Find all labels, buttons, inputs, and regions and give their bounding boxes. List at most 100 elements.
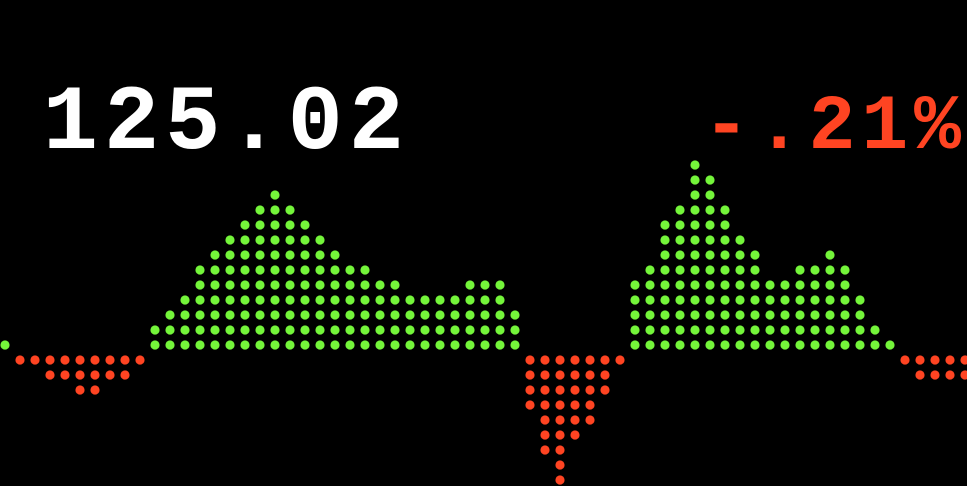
dot-column (105, 355, 115, 380)
dot-column (210, 250, 220, 350)
dot (210, 295, 220, 305)
dot-column (750, 250, 760, 350)
dot (840, 295, 850, 305)
dot (585, 355, 595, 365)
dot (690, 265, 700, 275)
dot (285, 205, 295, 215)
dot (225, 295, 235, 305)
dot (555, 460, 565, 470)
dot (690, 280, 700, 290)
dot (180, 295, 190, 305)
dot (330, 325, 340, 335)
dot (195, 310, 205, 320)
dot (375, 325, 385, 335)
dot (855, 310, 865, 320)
dot-column (435, 295, 445, 350)
dot (495, 340, 505, 350)
dot (465, 310, 475, 320)
dot (360, 340, 370, 350)
dot (255, 220, 265, 230)
dot (390, 310, 400, 320)
dot (735, 325, 745, 335)
dot (675, 310, 685, 320)
dot (480, 280, 490, 290)
dot (750, 325, 760, 335)
dot (630, 280, 640, 290)
dot (630, 340, 640, 350)
dot (690, 295, 700, 305)
dot (810, 325, 820, 335)
dot (570, 415, 580, 425)
dot-column (195, 265, 205, 350)
dot-column (270, 190, 280, 350)
dot-column (75, 355, 85, 395)
dot-column (285, 205, 295, 350)
dot (660, 250, 670, 260)
dot (555, 400, 565, 410)
dot-column (30, 355, 40, 365)
dot (240, 280, 250, 290)
dot-column (825, 250, 835, 350)
dot (795, 295, 805, 305)
dot (945, 355, 955, 365)
dot-column (915, 355, 925, 380)
dot (270, 235, 280, 245)
dot-column (405, 295, 415, 350)
dot (675, 205, 685, 215)
dot-column (765, 280, 775, 350)
dot (285, 295, 295, 305)
dot (300, 325, 310, 335)
dot (690, 250, 700, 260)
dot (555, 370, 565, 380)
dot (540, 415, 550, 425)
dot-column (945, 355, 955, 380)
dot (660, 235, 670, 245)
dot (540, 385, 550, 395)
dot (45, 355, 55, 365)
dot-column (690, 160, 700, 350)
dot (900, 355, 910, 365)
dot (180, 325, 190, 335)
dot (225, 250, 235, 260)
dot-column (900, 355, 910, 365)
dot (795, 310, 805, 320)
dot (660, 220, 670, 230)
dot (735, 280, 745, 290)
dot (240, 310, 250, 320)
dot (315, 340, 325, 350)
dot-column (420, 295, 430, 350)
dot (300, 340, 310, 350)
dot-column (135, 355, 145, 365)
dot (675, 340, 685, 350)
dot (285, 265, 295, 275)
dot (195, 265, 205, 275)
dot (540, 430, 550, 440)
dot (255, 280, 265, 290)
dot (795, 340, 805, 350)
dot (735, 250, 745, 260)
dot (675, 325, 685, 335)
dot (720, 295, 730, 305)
dot (300, 310, 310, 320)
dot (150, 325, 160, 335)
dot (540, 400, 550, 410)
dot (720, 280, 730, 290)
dot-column (570, 355, 580, 440)
dot (255, 250, 265, 260)
dot (480, 295, 490, 305)
dot (330, 340, 340, 350)
dot (435, 340, 445, 350)
dot (75, 385, 85, 395)
dot (225, 235, 235, 245)
dot (375, 280, 385, 290)
dot-chart (0, 160, 967, 485)
dot (705, 265, 715, 275)
dot (195, 325, 205, 335)
dot (630, 295, 640, 305)
dot (405, 310, 415, 320)
dot (600, 355, 610, 365)
dot (885, 340, 895, 350)
dot (300, 235, 310, 245)
dot (510, 340, 520, 350)
dot (930, 355, 940, 365)
